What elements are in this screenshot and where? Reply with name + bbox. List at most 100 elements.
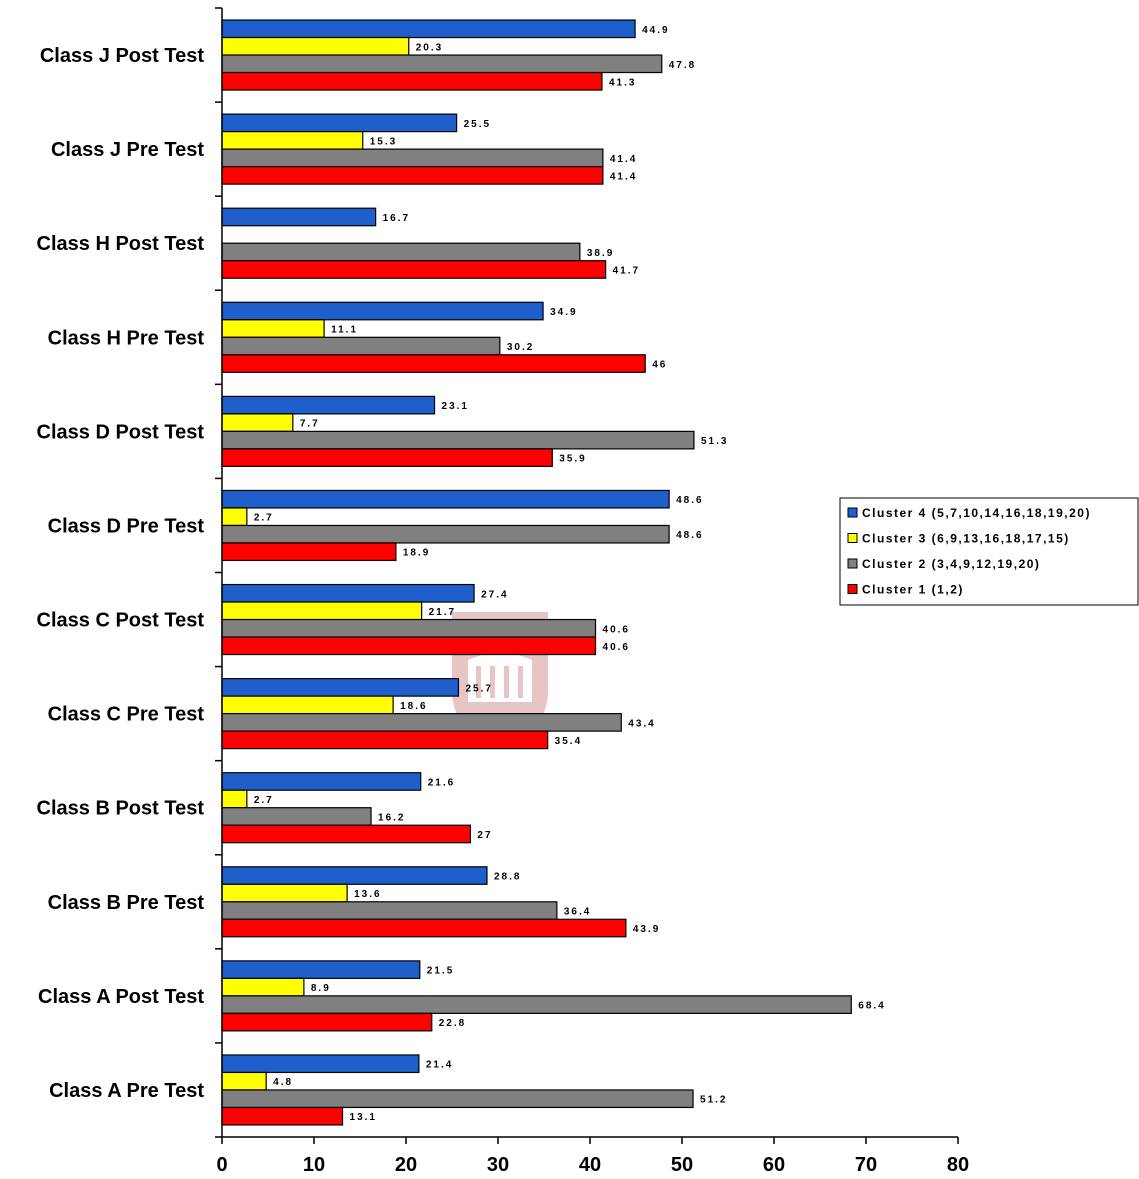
bar xyxy=(221,542,397,562)
y-axis-ticks xyxy=(215,7,222,1138)
bar xyxy=(221,995,852,1014)
data-label: 41.7 xyxy=(613,265,640,276)
bar xyxy=(221,489,670,509)
category-label: Class B Post Test xyxy=(37,798,205,820)
data-label: 30.2 xyxy=(507,342,534,353)
bar xyxy=(221,336,501,356)
bar xyxy=(221,583,475,603)
data-label: 2.7 xyxy=(254,513,274,524)
data-label: 16.2 xyxy=(378,812,405,823)
category-label: Class J Post Test xyxy=(40,45,204,67)
data-label: 51.3 xyxy=(701,436,728,447)
legend-swatch xyxy=(847,584,858,594)
bar xyxy=(221,260,607,279)
bar xyxy=(221,713,622,732)
bar xyxy=(221,901,558,920)
data-label: 51.2 xyxy=(700,1095,727,1106)
category-label: Class D Post Test xyxy=(37,421,205,443)
bar xyxy=(221,319,325,338)
legend-label: Cluster 3 (6,9,13,16,18,17,15) xyxy=(862,532,1070,546)
category-label: Class A Post Test xyxy=(38,986,204,1008)
bar xyxy=(221,883,348,903)
bar xyxy=(221,524,670,544)
data-label: 27.4 xyxy=(481,589,508,600)
data-label: 68.4 xyxy=(858,1001,885,1012)
category-label: Class B Pre Test xyxy=(48,892,205,914)
category-label: Class J Pre Test xyxy=(51,139,204,161)
data-label: 21.7 xyxy=(429,607,456,618)
bar xyxy=(221,1106,344,1126)
data-label: 35.9 xyxy=(559,454,586,465)
x-tick-label: 10 xyxy=(303,1154,325,1176)
bar xyxy=(221,824,471,844)
data-label: 41.3 xyxy=(609,77,636,88)
data-label: 21.5 xyxy=(427,966,454,977)
bars-layer xyxy=(221,19,852,1126)
bar xyxy=(221,636,597,656)
data-label: 13.6 xyxy=(354,889,381,900)
data-label: 13.1 xyxy=(350,1112,377,1123)
bar xyxy=(221,1012,433,1032)
bar xyxy=(221,113,458,133)
data-label: 20.3 xyxy=(416,42,443,53)
data-label: 16.7 xyxy=(383,213,410,224)
legend-swatch xyxy=(847,558,858,569)
category-label: Class H Pre Test xyxy=(48,327,205,349)
data-label: 46 xyxy=(652,360,667,371)
bar xyxy=(221,507,248,527)
bar xyxy=(221,54,663,74)
x-tick-label: 20 xyxy=(395,1154,417,1176)
category-labels-layer: Class A Pre Test Class A Post Test Class B… xyxy=(37,45,205,1102)
legend-swatch xyxy=(847,507,858,518)
x-tick-label: 80 xyxy=(947,1154,969,1176)
bar xyxy=(221,242,581,262)
data-label: 7.7 xyxy=(300,419,320,430)
bar xyxy=(221,1089,694,1109)
bar xyxy=(221,36,410,56)
x-tick-label: 70 xyxy=(855,1154,877,1176)
data-label: 21.6 xyxy=(428,777,455,788)
legend-label: Cluster 2 (3,4,9,12,19,20) xyxy=(862,557,1040,571)
data-label: 36.4 xyxy=(564,907,591,918)
x-tick-label: 60 xyxy=(763,1154,785,1176)
data-label: 28.8 xyxy=(494,872,521,883)
bar xyxy=(221,960,421,979)
category-label: Class C Pre Test xyxy=(48,704,205,726)
bar xyxy=(221,413,294,432)
data-label: 48.6 xyxy=(676,495,703,506)
data-label: 11.1 xyxy=(331,325,358,336)
data-label: 2.7 xyxy=(254,795,274,806)
bar xyxy=(221,977,305,997)
bar xyxy=(221,354,646,373)
data-label: 18.6 xyxy=(400,701,427,712)
bar xyxy=(221,131,364,150)
data-label: 4.8 xyxy=(273,1077,293,1088)
bar xyxy=(221,448,553,467)
legend-label: Cluster 4 (5,7,10,14,16,18,19,20) xyxy=(862,506,1091,520)
category-label: Class H Post Test xyxy=(37,233,205,255)
category-label: Class C Post Test xyxy=(37,610,205,632)
data-label: 22.8 xyxy=(439,1018,466,1029)
data-label: 43.9 xyxy=(633,924,660,935)
legend-box xyxy=(839,497,1139,606)
data-label: 41.4 xyxy=(610,171,637,182)
bar xyxy=(221,618,597,638)
bar xyxy=(221,678,460,697)
bar xyxy=(221,395,436,415)
legend-swatch xyxy=(847,533,858,543)
bar xyxy=(221,1071,267,1091)
x-tick-label: 0 xyxy=(216,1154,227,1176)
bar xyxy=(221,301,544,321)
bar xyxy=(221,166,604,185)
bar xyxy=(221,730,549,750)
x-tick-label: 30 xyxy=(487,1154,509,1176)
legend: Cluster 4 (5,7,10,14,16,18,19,20) Cluster… xyxy=(839,497,1139,606)
bar xyxy=(221,207,377,227)
bar xyxy=(221,918,627,938)
data-label: 18.9 xyxy=(403,548,430,559)
data-label: 38.9 xyxy=(587,248,614,259)
bar xyxy=(221,789,248,809)
data-label: 47.8 xyxy=(669,60,696,71)
x-tick-label: 40 xyxy=(579,1154,601,1176)
